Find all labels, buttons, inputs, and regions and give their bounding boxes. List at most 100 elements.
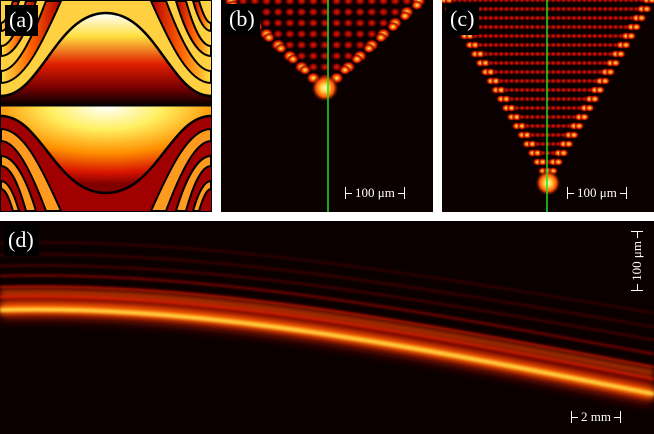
lattice-spot: [523, 96, 531, 102]
lattice-spot: [617, 15, 625, 21]
lattice-spot: [331, 29, 343, 39]
lattice-spot: [596, 6, 604, 12]
lattice-spot: [534, 24, 542, 30]
lattice-spot: [502, 42, 510, 48]
lattice-spot: [570, 15, 578, 21]
lattice-spot: [554, 33, 562, 39]
lattice-spot: [570, 78, 578, 84]
lattice-spot: [518, 105, 526, 111]
lattice-spot: [261, 18, 272, 28]
lattice-spot: [601, 6, 609, 12]
lattice-spot: [537, 158, 548, 166]
lattice-spot: [470, 41, 481, 49]
lattice-spot: [528, 51, 536, 57]
lattice-spot: [523, 87, 531, 93]
lattice-spot: [497, 69, 505, 75]
lattice-spot: [528, 87, 536, 93]
lattice-spot: [570, 42, 578, 48]
lattice-spot: [518, 96, 526, 102]
lattice-spot: [570, 96, 578, 102]
lattice-spot: [502, 78, 510, 84]
lattice-spot: [523, 24, 531, 30]
lattice-spot: [586, 60, 594, 66]
lattice-spot: [378, 18, 389, 28]
lattice-spot: [560, 123, 568, 129]
lattice-spot: [560, 87, 568, 93]
lattice-spot: [331, 0, 343, 6]
lattice-spot: [319, 7, 331, 17]
lattice-spot: [554, 69, 562, 75]
lattice-spot: [544, 42, 552, 48]
lattice-spot: [580, 42, 588, 48]
lattice-spot: [549, 60, 557, 66]
lattice-spot: [527, 140, 538, 148]
lattice-spot: [606, 6, 614, 12]
lattice-spot: [647, 0, 654, 4]
lattice-spot: [549, 78, 557, 84]
lattice-spot: [580, 87, 588, 93]
lattice-spot: [534, 42, 542, 48]
lattice-spot: [513, 51, 521, 57]
lattice-spot: [544, 87, 552, 93]
lattice-spot: [534, 33, 542, 39]
lattice-spot: [480, 59, 491, 67]
lattice-spot: [513, 78, 521, 84]
lattice-spot: [601, 24, 609, 30]
lattice-spot: [502, 69, 510, 75]
lattice-spot: [586, 15, 594, 21]
lattice-spot: [570, 87, 578, 93]
lattice-spot: [539, 78, 547, 84]
lattice-spot: [560, 15, 568, 21]
lattice-spot: [575, 96, 583, 102]
lattice-spot: [518, 6, 526, 12]
lattice-spot: [544, 60, 552, 66]
lattice-spot: [569, 131, 579, 139]
lattice-spot: [539, 150, 547, 156]
lattice-spot: [518, 78, 526, 84]
lattice-spot: [307, 51, 319, 61]
lattice-spot: [565, 87, 573, 93]
panel-d-streaks: [0, 241, 654, 403]
lattice-spot: [502, 24, 510, 30]
lattice-spot: [570, 60, 578, 66]
lattice-spot: [534, 78, 542, 84]
lattice-spot: [534, 60, 542, 66]
lattice-spot: [544, 114, 552, 120]
lattice-spot: [617, 24, 625, 30]
lattice-spot: [565, 96, 573, 102]
lattice-spot: [354, 7, 366, 17]
lattice-spot: [411, 0, 423, 11]
lattice-spot: [612, 15, 620, 21]
lattice-spot: [528, 123, 536, 129]
lattice-spot: [528, 78, 536, 84]
lattice-spot: [492, 6, 500, 12]
lattice-spot: [523, 78, 531, 84]
lattice-spot: [518, 15, 526, 21]
lattice-spot: [565, 33, 573, 39]
lattice-spot: [497, 42, 505, 48]
lattice-spot: [575, 51, 583, 57]
lattice-spot: [606, 42, 614, 48]
lattice-spot: [319, 18, 331, 28]
lattice-spot: [496, 86, 507, 94]
lattice-spot: [575, 60, 583, 66]
lattice-spot: [389, 0, 401, 6]
lattice-spot: [319, 51, 331, 61]
lattice-spot: [596, 60, 604, 66]
lattice-spot: [565, 105, 573, 111]
lattice-spot: [508, 96, 516, 102]
lattice-spot: [586, 51, 594, 57]
lattice-spot: [539, 96, 547, 102]
lattice-spot: [399, 11, 411, 21]
lattice-spot: [366, 18, 378, 28]
lattice-spot: [575, 6, 583, 12]
lattice-spot: [554, 42, 562, 48]
lattice-spot: [528, 60, 536, 66]
lattice-spot: [342, 18, 354, 28]
lattice-spot: [641, 5, 652, 13]
lattice-spot: [534, 6, 542, 12]
lattice-spot: [601, 51, 609, 57]
lattice-spot: [378, 0, 389, 6]
lattice-spot: [487, 6, 495, 12]
lattice-spot: [523, 51, 531, 57]
